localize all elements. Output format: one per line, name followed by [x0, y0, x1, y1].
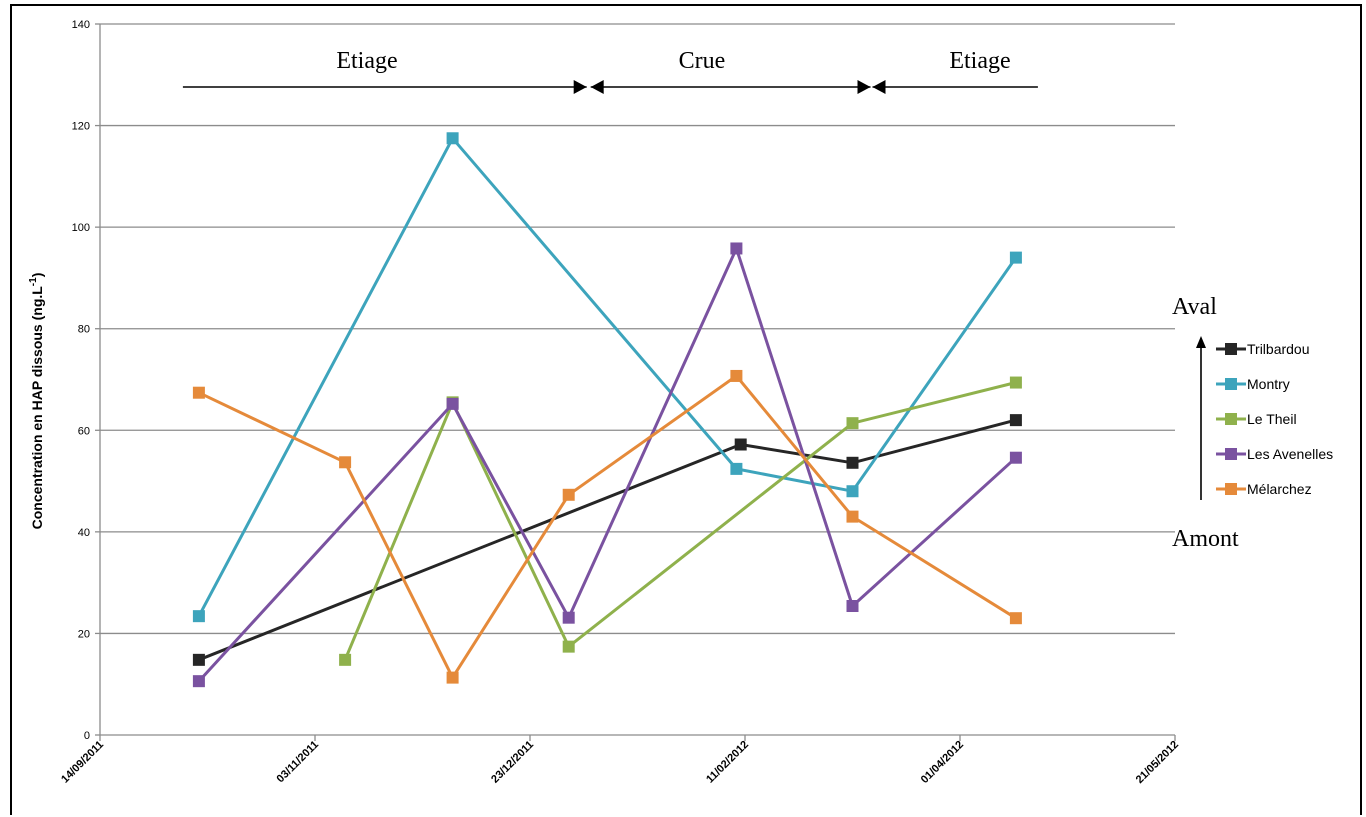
data-point-les-avenelles	[730, 242, 743, 255]
arrow-head	[590, 80, 604, 94]
data-point-m-larchez	[446, 671, 459, 684]
data-point-trilbardou	[192, 653, 205, 666]
series-line-m-larchez	[198, 374, 1017, 680]
gradient-label-bottom: Amont	[1172, 526, 1239, 552]
data-point-montry	[730, 462, 743, 475]
y-tick-label: 140	[72, 19, 90, 31]
y-tick-label: 100	[72, 222, 90, 234]
series-line-montry	[197, 136, 1018, 617]
data-point-le-theil	[562, 640, 575, 653]
legend-label-m-larchez: Mélarchez	[1247, 481, 1312, 497]
y-tick-label: 120	[72, 121, 90, 133]
period-label: Etiage	[949, 48, 1010, 74]
y-tick-label: 40	[78, 527, 90, 539]
series-line-les-avenelles	[197, 247, 1017, 683]
legend-swatch-marker-m-larchez	[1225, 483, 1237, 495]
x-tick-label: 11/02/2012	[704, 739, 751, 786]
data-point-les-avenelles	[1009, 451, 1022, 464]
data-point-les-avenelles	[846, 600, 859, 613]
data-point-trilbardou	[846, 456, 859, 469]
data-point-les-avenelles	[446, 397, 459, 410]
data-point-montry	[846, 485, 859, 498]
x-tick-label: 21/05/2012	[1134, 739, 1181, 786]
data-point-trilbardou	[1009, 414, 1022, 427]
x-tick-label: 03/11/2011	[275, 739, 322, 786]
data-point-m-larchez	[339, 456, 352, 469]
data-point-trilbardou	[734, 438, 747, 451]
axes	[95, 23, 1176, 741]
arrow-head	[573, 80, 587, 94]
data-point-m-larchez	[730, 369, 743, 382]
arrow-head	[872, 80, 886, 94]
data-point-montry	[446, 132, 459, 145]
series-line-le-theil	[343, 381, 1017, 661]
gradient-arrow-head	[1196, 336, 1206, 348]
legend-label-montry: Montry	[1247, 376, 1290, 392]
y-axis-title-close: )	[29, 273, 45, 278]
period-label: Etiage	[336, 48, 397, 74]
line-chart: 0 20 40 60 80 100 120 140 14/09/2011 03/11/2011 2…	[28, 19, 1333, 786]
x-tick-label: 14/09/2011	[59, 739, 106, 786]
data-point-m-larchez	[562, 488, 575, 501]
data-point-m-larchez	[192, 386, 205, 399]
arrow-head	[857, 80, 871, 94]
y-axis-title-superscript: -1	[28, 277, 39, 286]
legend-swatch-marker-montry	[1225, 378, 1237, 390]
legend-swatch-marker-les-avenelles	[1225, 448, 1237, 460]
data-point-m-larchez	[1009, 612, 1022, 625]
data-point-le-theil	[846, 417, 859, 430]
data-point-montry	[192, 610, 205, 623]
period-annotations: Etiage Crue Etiage	[182, 48, 1038, 94]
y-tick-label: 20	[78, 628, 90, 640]
gradient-label-top: Aval	[1172, 294, 1217, 320]
chart-frame: 0 20 40 60 80 100 120 140 14/09/2011 03/11/2011 2…	[10, 4, 1362, 815]
y-axis-title: Concentration en HAP dissous (ng.L-1)	[28, 273, 45, 530]
data-point-montry	[1009, 251, 1022, 264]
data-series	[192, 132, 1022, 688]
legend-label-les-avenelles: Les Avenelles	[1247, 446, 1333, 462]
period-label: Crue	[679, 48, 726, 74]
legend: Aval Amont Trilbardou Montry Le Theil Les Ave…	[1172, 294, 1333, 552]
legend-label-le-theil: Le Theil	[1247, 411, 1297, 427]
y-tick-label: 60	[78, 425, 90, 437]
y-tick-labels: 0 20 40 60 80 100 120 140	[72, 19, 90, 742]
x-tick-label: 01/04/2012	[919, 739, 966, 786]
series-line-trilbardou	[198, 418, 1017, 662]
legend-swatch-marker-trilbardou	[1225, 343, 1237, 355]
data-point-le-theil	[339, 653, 352, 666]
y-axis-title-main: Concentration en HAP dissous (ng.L	[29, 286, 45, 530]
data-point-le-theil	[1009, 376, 1022, 389]
x-tick-label: 23/12/2011	[489, 739, 536, 786]
gridlines	[100, 23, 1175, 635]
data-point-les-avenelles	[192, 675, 205, 688]
legend-label-trilbardou: Trilbardou	[1247, 341, 1310, 357]
x-tick-labels: 14/09/2011 03/11/2011 23/12/2011 11/02/2012…	[59, 739, 1181, 786]
y-tick-label: 0	[84, 730, 90, 742]
data-point-m-larchez	[846, 510, 859, 523]
legend-swatch-marker-le-theil	[1225, 413, 1237, 425]
data-point-les-avenelles	[562, 611, 575, 624]
y-tick-label: 80	[78, 324, 90, 336]
